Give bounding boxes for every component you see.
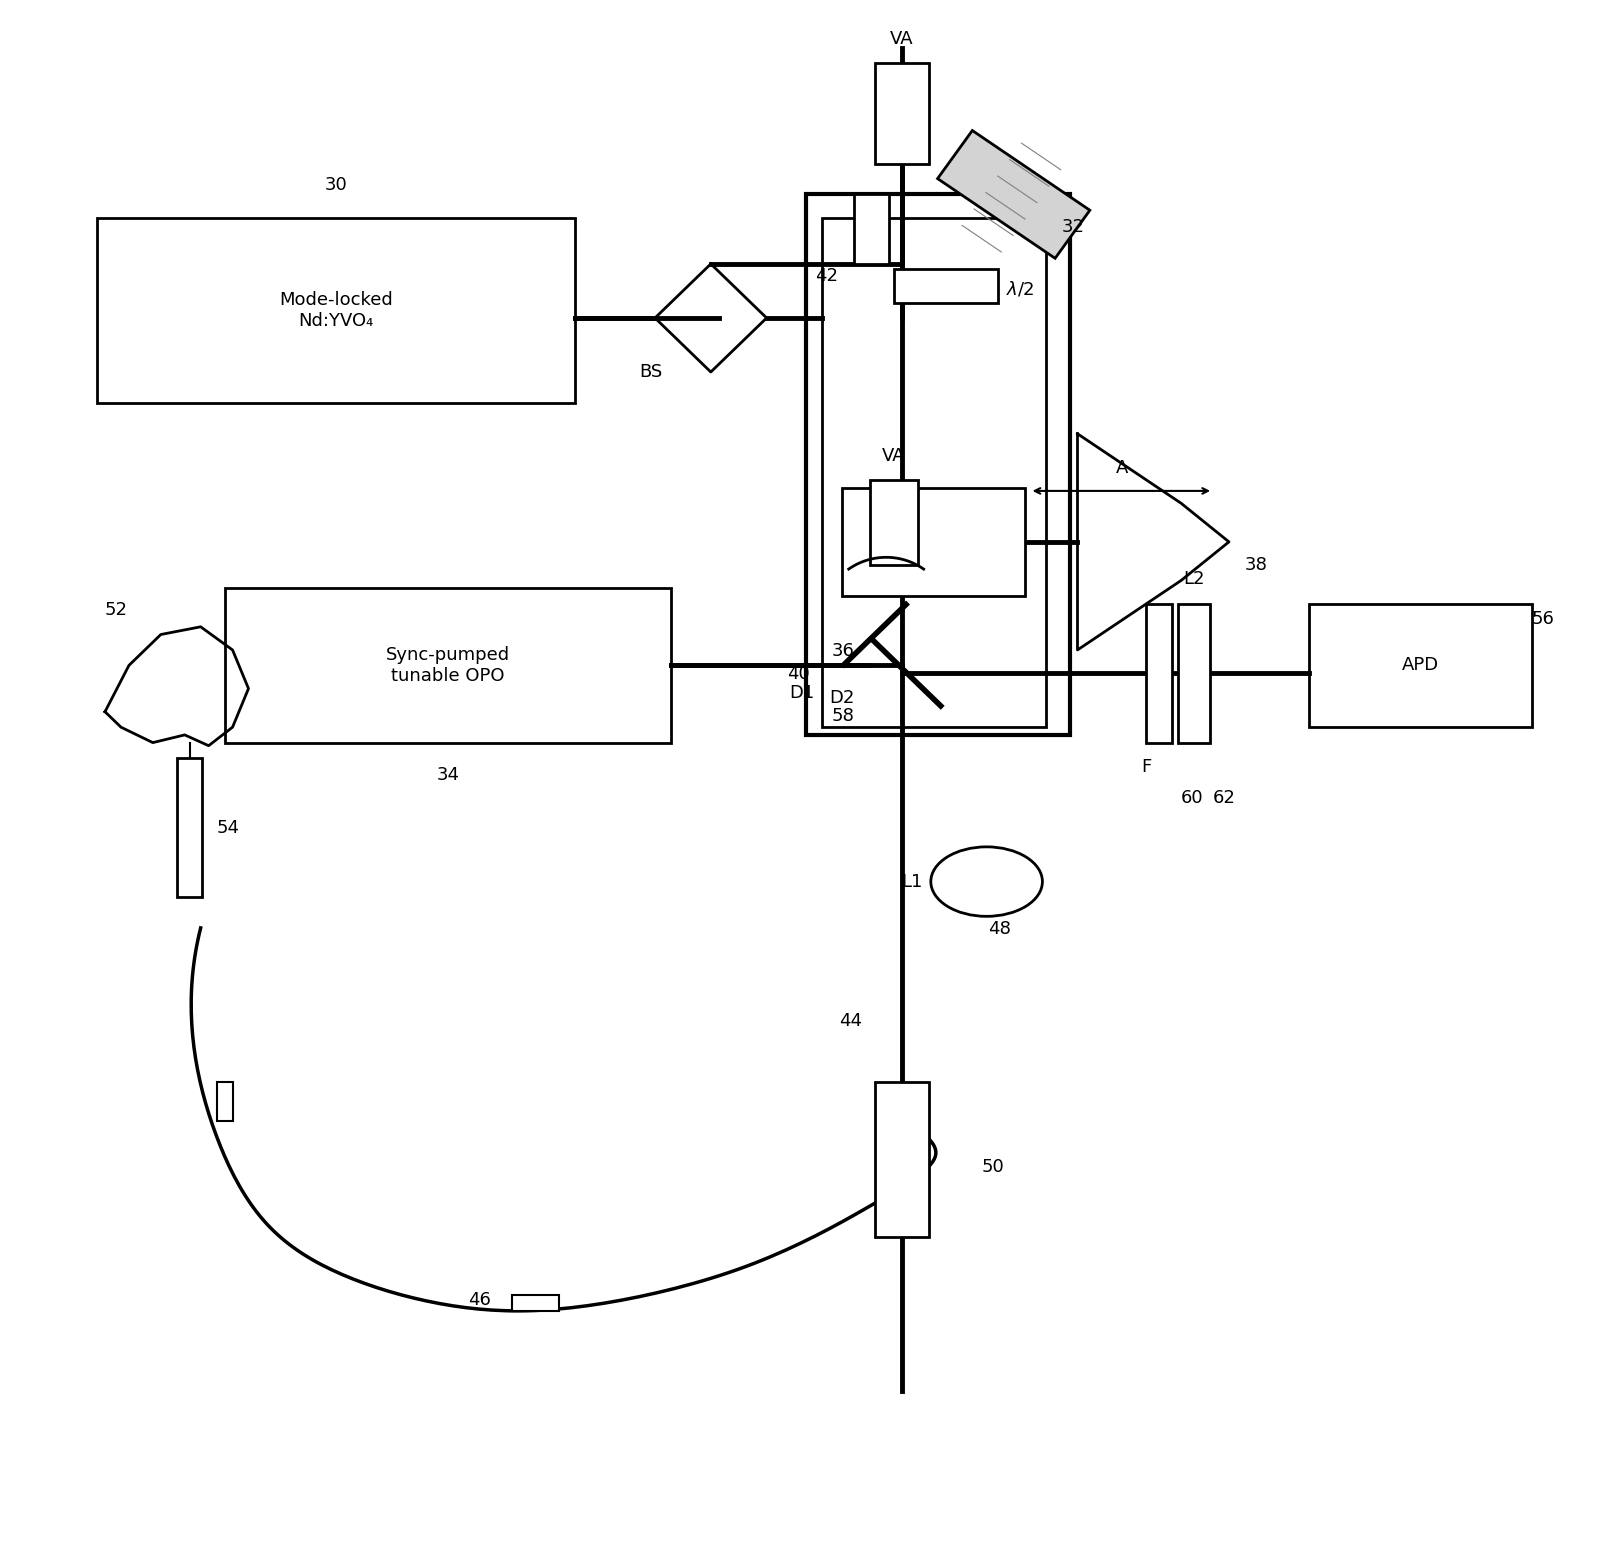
Text: A: A	[1116, 459, 1129, 476]
Text: L1: L1	[901, 873, 923, 891]
Bar	[806, 195, 1070, 735]
Ellipse shape	[931, 846, 1043, 916]
Text: VA: VA	[890, 29, 913, 48]
Text: Mode-locked
Nd:YVO₄: Mode-locked Nd:YVO₄	[279, 291, 393, 330]
FancyBboxPatch shape	[97, 218, 575, 402]
Text: 40: 40	[787, 665, 810, 684]
Bar	[177, 758, 203, 897]
Text: 46: 46	[468, 1290, 492, 1309]
Text: 38: 38	[1246, 555, 1268, 574]
Text: 36: 36	[832, 642, 854, 661]
Text: 32: 32	[1062, 218, 1084, 235]
Polygon shape	[1078, 433, 1230, 650]
Text: 62: 62	[1214, 789, 1236, 808]
Bar	[854, 195, 890, 265]
Text: 58: 58	[832, 707, 854, 726]
Bar	[870, 480, 918, 565]
Text: $\lambda$/2: $\lambda$/2	[1006, 278, 1035, 299]
Text: BS: BS	[640, 364, 663, 381]
Bar	[1179, 603, 1211, 743]
Text: D1: D1	[789, 684, 814, 702]
Text: 34: 34	[436, 766, 460, 784]
Text: APD: APD	[1402, 656, 1439, 674]
Text: 52: 52	[105, 602, 128, 619]
Text: 50: 50	[982, 1159, 1005, 1176]
Text: 56: 56	[1532, 610, 1555, 628]
Bar	[875, 1083, 929, 1236]
Text: 42: 42	[816, 268, 838, 285]
FancyBboxPatch shape	[225, 588, 671, 743]
Bar	[937, 130, 1089, 258]
Text: D2: D2	[829, 688, 854, 707]
Bar	[875, 63, 929, 164]
Text: 48: 48	[989, 920, 1011, 937]
Text: Sync-pumped
tunable OPO: Sync-pumped tunable OPO	[386, 647, 509, 685]
Text: VA: VA	[882, 447, 905, 464]
FancyBboxPatch shape	[1308, 603, 1532, 727]
Bar	[822, 218, 1046, 727]
Bar	[1147, 603, 1172, 743]
Bar	[894, 269, 998, 303]
Text: 60: 60	[1182, 789, 1204, 808]
Text: F: F	[1140, 758, 1151, 777]
Bar	[511, 1295, 559, 1310]
Text: 54: 54	[217, 818, 240, 837]
Text: 44: 44	[840, 1012, 862, 1030]
Text: 30: 30	[324, 176, 348, 195]
Bar	[842, 487, 1025, 596]
Bar	[217, 1083, 233, 1122]
Polygon shape	[655, 265, 767, 371]
Text: L2: L2	[1183, 571, 1204, 588]
